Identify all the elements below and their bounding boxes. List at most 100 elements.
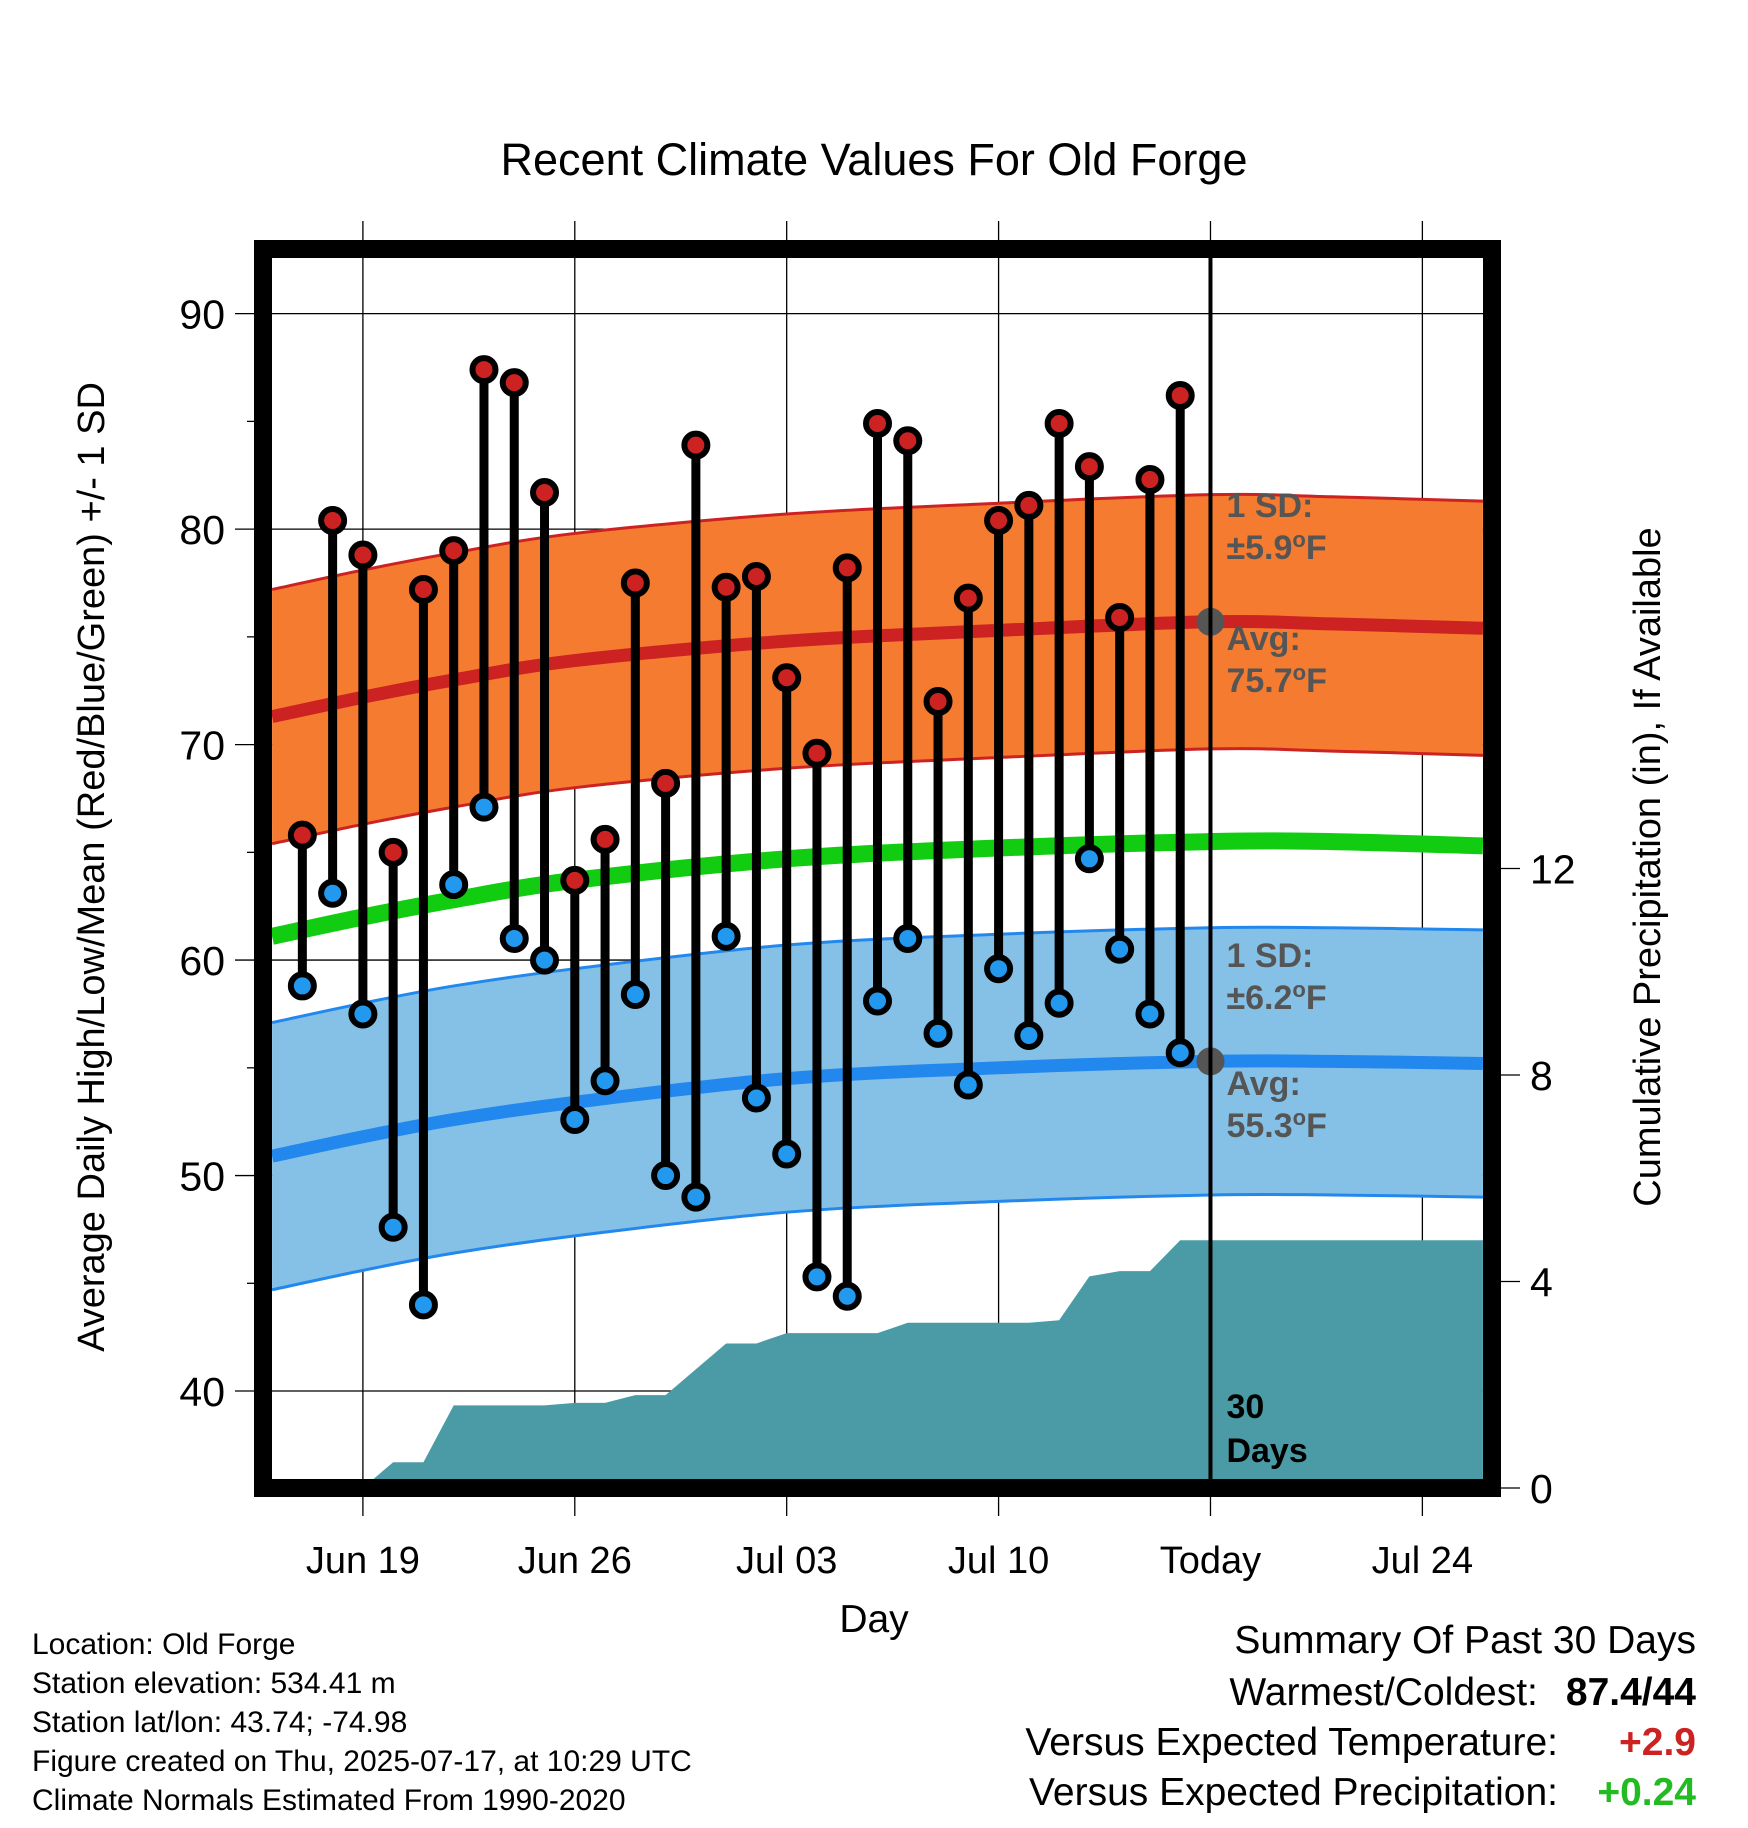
low-point <box>681 1182 711 1212</box>
y2-tick-label: 0 <box>1530 1466 1553 1512</box>
high-sd-label: 1 SD: <box>1226 487 1313 525</box>
high-point <box>984 506 1014 536</box>
high-point <box>530 477 560 507</box>
info-elevation: Station elevation: 534.41 m <box>32 1667 396 1700</box>
low-point <box>741 1083 771 1113</box>
y2-tick-label: 12 <box>1530 847 1576 893</box>
x-tick-label: Jul 10 <box>948 1540 1049 1582</box>
low-point <box>772 1139 802 1169</box>
daily-temperature-marks <box>287 355 1195 1320</box>
days-count-label: 30 <box>1226 1388 1264 1426</box>
low-sd-label: 1 SD: <box>1226 937 1313 975</box>
high-avg-label: Avg: <box>1226 620 1300 658</box>
info-location: Location: Old Forge <box>32 1628 296 1661</box>
y2-axis-title: Cumulative Precipitation (in), If Availa… <box>1627 527 1669 1206</box>
high-point <box>378 837 408 867</box>
high-point <box>772 663 802 693</box>
x-tick-label: Today <box>1160 1540 1261 1582</box>
low-point <box>408 1290 438 1320</box>
high-point <box>499 368 529 398</box>
high-point <box>287 820 317 850</box>
low-point <box>711 921 741 951</box>
low-point <box>287 971 317 1001</box>
high-point <box>681 430 711 460</box>
y-tick-label: 40 <box>179 1369 225 1415</box>
axes: Jun 19 Jun 26 Jul 03 Jul 10 Today Jul 2440506… <box>179 292 1575 1582</box>
info-latlon: Station lat/lon: 43.74; -74.98 <box>32 1706 408 1739</box>
high-point <box>348 540 378 570</box>
summary-temp-row: Versus Expected Temperature: +2.9 <box>1025 1723 1696 1762</box>
high-point <box>408 574 438 604</box>
chart-title: Recent Climate Values For Old Forge <box>501 134 1248 185</box>
info-normals: Climate Normals Estimated From 1990-2020 <box>32 1784 626 1817</box>
high-sd-value: ±5.9oF <box>1226 527 1326 567</box>
low-point <box>1165 1038 1195 1068</box>
precipitation-area <box>272 1240 1483 1488</box>
y-tick-label: 50 <box>179 1154 225 1200</box>
high-point <box>832 553 862 583</box>
summary-warmest-label: Warmest/Coldest: <box>1229 1671 1538 1714</box>
low-point <box>1105 934 1135 964</box>
high-point <box>560 865 590 895</box>
summary-precip-label: Versus Expected Precipitation: <box>1029 1771 1558 1814</box>
summary-warmest-value: 87.4/44 <box>1565 1671 1696 1714</box>
summary-temp-value: +2.9 <box>1619 1721 1696 1764</box>
precipitation-fill <box>272 1240 1483 1488</box>
high-point <box>651 768 681 798</box>
low-point <box>318 878 348 908</box>
days-word-label: Days <box>1226 1432 1307 1470</box>
x-tick-label: Jul 03 <box>736 1540 837 1582</box>
x-tick-label: Jun 19 <box>306 1540 420 1582</box>
high-point <box>863 409 892 439</box>
summary-temp-label: Versus Expected Temperature: <box>1025 1721 1558 1764</box>
low-point <box>1044 988 1074 1018</box>
high-point <box>802 738 832 768</box>
y2-tick-label: 8 <box>1530 1053 1553 1099</box>
x-tick-label: Jun 26 <box>518 1540 632 1582</box>
summary-precip-value: +0.24 <box>1597 1771 1696 1814</box>
low-point <box>469 792 499 822</box>
low-point <box>832 1281 862 1311</box>
low-point <box>530 945 560 975</box>
summary-precip-row: Versus Expected Precipitation: +0.24 <box>1029 1773 1696 1812</box>
low-point <box>953 1070 983 1100</box>
summary-warmest-row: Warmest/Coldest: 87.4/44 <box>1229 1673 1696 1712</box>
y-axis-title: Average Daily High/Low/Mean (Red/Blue/Gr… <box>71 382 113 1352</box>
low-point <box>863 986 892 1016</box>
high-sd-upper-edge <box>271 492 1483 591</box>
low-point <box>1074 844 1104 874</box>
high-point <box>469 355 499 385</box>
high-point <box>439 536 469 566</box>
low-point <box>1014 1020 1044 1050</box>
x-axis-title: Day <box>839 1598 909 1641</box>
high-point <box>1105 602 1135 632</box>
low-point <box>439 870 469 900</box>
low-point <box>348 999 378 1029</box>
y-tick-label: 80 <box>179 507 225 553</box>
high-point <box>1165 381 1195 411</box>
high-point <box>1074 452 1104 482</box>
high-point <box>620 568 650 598</box>
high-point <box>1014 490 1044 520</box>
high-point <box>318 506 348 536</box>
low-sd-value: ±6.2oF <box>1226 977 1326 1017</box>
low-point <box>984 954 1014 984</box>
x-tick-label: Jul 24 <box>1372 1540 1473 1582</box>
low-point <box>620 980 650 1010</box>
high-point <box>953 583 983 613</box>
low-point <box>651 1161 681 1191</box>
low-point <box>378 1212 408 1242</box>
y-tick-label: 90 <box>179 292 225 338</box>
info-created: Figure created on Thu, 2025-07-17, at 10… <box>32 1745 692 1778</box>
low-point <box>499 924 529 954</box>
high-point <box>711 572 741 602</box>
high-point <box>741 562 771 592</box>
plot-frame <box>254 240 1501 1497</box>
low-point <box>590 1066 620 1096</box>
low-point <box>802 1262 832 1292</box>
summary-title: Summary Of Past 30 Days <box>1234 1619 1696 1662</box>
y-tick-label: 70 <box>179 723 225 769</box>
low-point <box>923 1018 953 1048</box>
low-point <box>1135 999 1165 1029</box>
